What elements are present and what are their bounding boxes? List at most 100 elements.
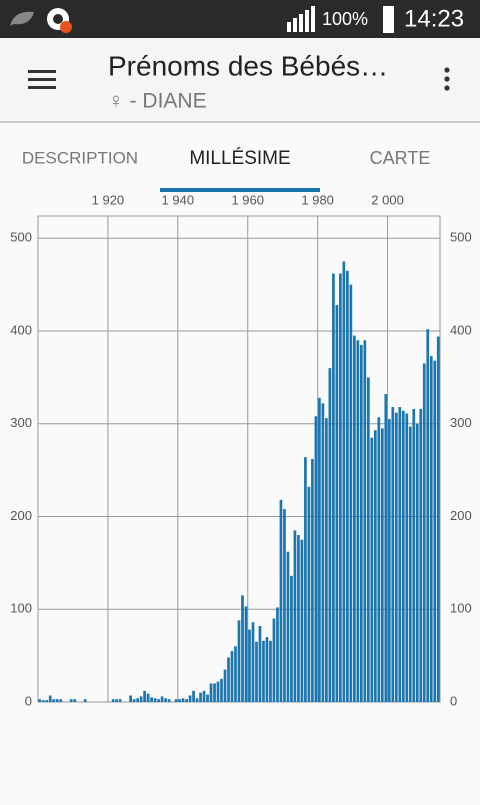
y-tick-label: 200 <box>10 508 32 523</box>
bar <box>412 408 416 702</box>
bar <box>373 430 377 702</box>
bar <box>300 539 304 702</box>
bar <box>279 499 283 702</box>
bar <box>339 273 342 702</box>
bar <box>241 595 244 702</box>
y-tick-label: 500 <box>10 230 32 245</box>
bar <box>48 695 52 702</box>
bar <box>342 261 346 702</box>
y-tick-label: 400 <box>10 322 32 337</box>
bar <box>290 575 293 702</box>
bar <box>415 423 419 702</box>
status-bar <box>0 0 480 38</box>
bar <box>188 695 192 702</box>
bar <box>422 363 426 702</box>
bar <box>297 535 300 702</box>
bar <box>283 509 286 702</box>
bar <box>234 646 237 702</box>
bar <box>195 698 199 702</box>
bar <box>73 699 77 702</box>
bar <box>216 681 220 702</box>
bar <box>244 606 248 702</box>
bar <box>202 690 206 702</box>
y-tick-label: 100 <box>10 601 32 616</box>
bar <box>132 699 136 702</box>
bar <box>401 410 405 702</box>
bar <box>192 690 195 702</box>
bar <box>356 340 360 702</box>
clock: 14:23 <box>404 5 464 32</box>
bar <box>129 695 132 702</box>
bar <box>83 699 87 702</box>
bar <box>304 457 307 702</box>
bar <box>146 693 150 702</box>
app-bar <box>0 38 480 122</box>
bar <box>45 700 49 702</box>
app-bar-shadow <box>0 121 480 123</box>
bar <box>346 270 349 702</box>
tab[interactable]: DESCRIPTION <box>22 148 138 167</box>
overflow-button[interactable] <box>444 67 450 91</box>
bar <box>321 403 325 702</box>
signal-icon <box>287 6 315 32</box>
bar <box>269 640 272 702</box>
y2-tick-label: 200 <box>450 508 472 523</box>
tab-indicator <box>160 188 320 192</box>
bar <box>384 394 388 702</box>
bar <box>220 678 223 702</box>
bar <box>118 699 122 702</box>
bar <box>115 699 118 702</box>
bar <box>157 699 160 702</box>
bar <box>433 360 437 702</box>
leaf-icon <box>10 11 34 26</box>
bar <box>167 699 171 702</box>
bar <box>59 699 63 702</box>
bar <box>111 699 115 702</box>
tab-selected[interactable]: MILLÉSIME <box>189 148 290 169</box>
bar <box>164 698 167 702</box>
tab[interactable]: CARTE <box>370 148 431 168</box>
bar <box>398 407 402 702</box>
menu-button[interactable] <box>28 70 56 89</box>
x-tick-label: 1 980 <box>301 192 334 207</box>
bar <box>307 486 311 702</box>
bar <box>318 397 321 702</box>
bar <box>41 700 45 702</box>
bar <box>353 335 356 702</box>
bar <box>380 428 384 702</box>
y2-tick-label: 0 <box>450 693 457 708</box>
bar <box>174 699 178 702</box>
bar <box>143 690 146 702</box>
bar <box>276 607 279 702</box>
bar <box>38 699 42 702</box>
bar <box>349 284 353 702</box>
bar <box>227 657 230 702</box>
bar <box>209 683 213 702</box>
bar <box>328 368 332 702</box>
bar <box>248 629 251 702</box>
bar <box>160 696 164 702</box>
bar <box>181 698 185 702</box>
bar <box>370 437 374 702</box>
bar <box>377 417 381 702</box>
x-tick-label: 1 940 <box>162 192 195 207</box>
bar <box>251 622 255 702</box>
app-title: Prénoms des Bébés… <box>108 50 388 81</box>
bar <box>69 699 73 702</box>
bar <box>223 669 227 702</box>
bar <box>150 697 153 702</box>
bar <box>363 340 367 702</box>
y2-tick-label: 400 <box>450 322 472 337</box>
y2-tick-label: 300 <box>450 415 472 430</box>
y-tick-label: 300 <box>10 415 32 430</box>
bar <box>230 650 234 702</box>
bar <box>199 692 202 702</box>
y2-tick-label: 100 <box>450 601 472 616</box>
bar <box>237 620 241 702</box>
bar <box>293 530 297 702</box>
x-tick-label: 1 920 <box>92 192 125 207</box>
bar <box>332 273 335 702</box>
bar <box>405 413 409 702</box>
bar <box>335 305 339 702</box>
